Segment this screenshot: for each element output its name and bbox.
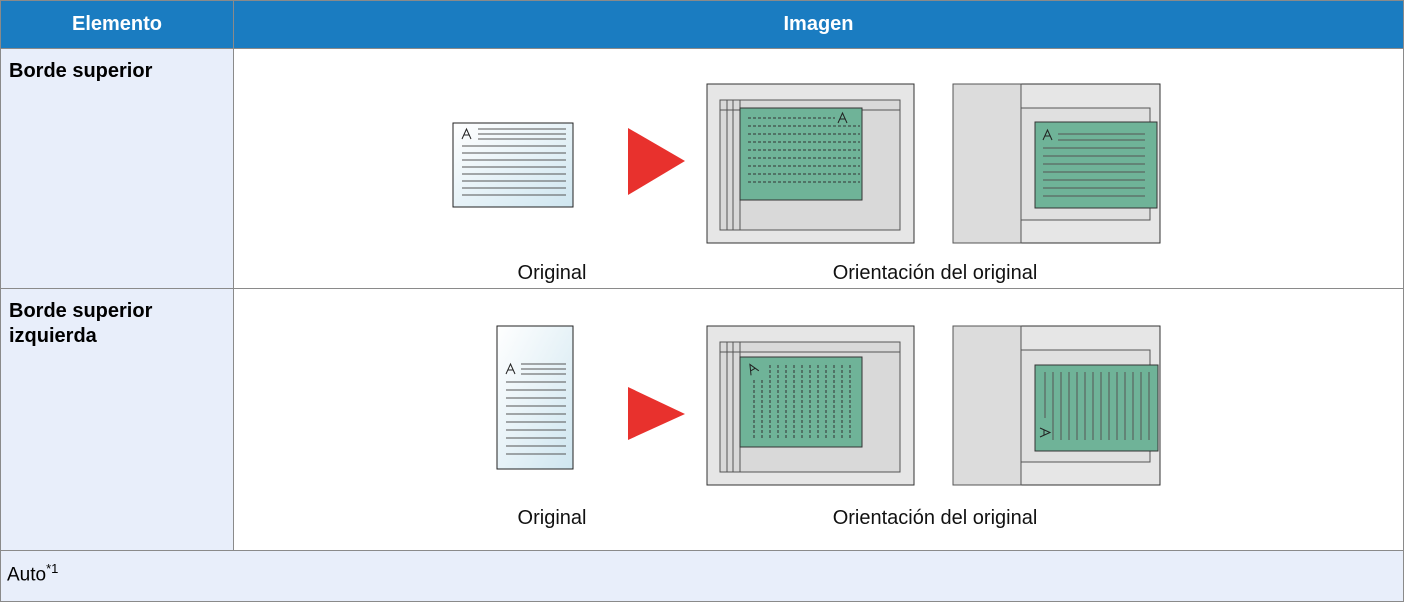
- original-doc: [452, 122, 574, 208]
- arrow: [628, 128, 685, 195]
- caption: Orientación del original: [832, 507, 1038, 529]
- document-feeder: [952, 325, 1161, 486]
- footnote-mark: *1: [46, 561, 59, 576]
- row-label: Borde superior izquierda: [0, 288, 234, 551]
- header-text: Elemento: [71, 13, 163, 35]
- arrow: [628, 387, 685, 440]
- platen: [706, 325, 915, 486]
- platen: [706, 83, 915, 244]
- footer-text: Auto: [7, 564, 47, 586]
- header-text: Imagen: [783, 13, 854, 35]
- caption: Orientación del original: [832, 262, 1038, 284]
- row-label: Borde superior: [0, 48, 234, 289]
- footer-row: Auto*1: [0, 550, 1404, 602]
- caption: Original: [517, 507, 587, 529]
- document-feeder: [952, 83, 1161, 244]
- header-cell: Elemento: [0, 0, 234, 49]
- caption: Original: [517, 262, 587, 284]
- original-doc: [496, 325, 574, 470]
